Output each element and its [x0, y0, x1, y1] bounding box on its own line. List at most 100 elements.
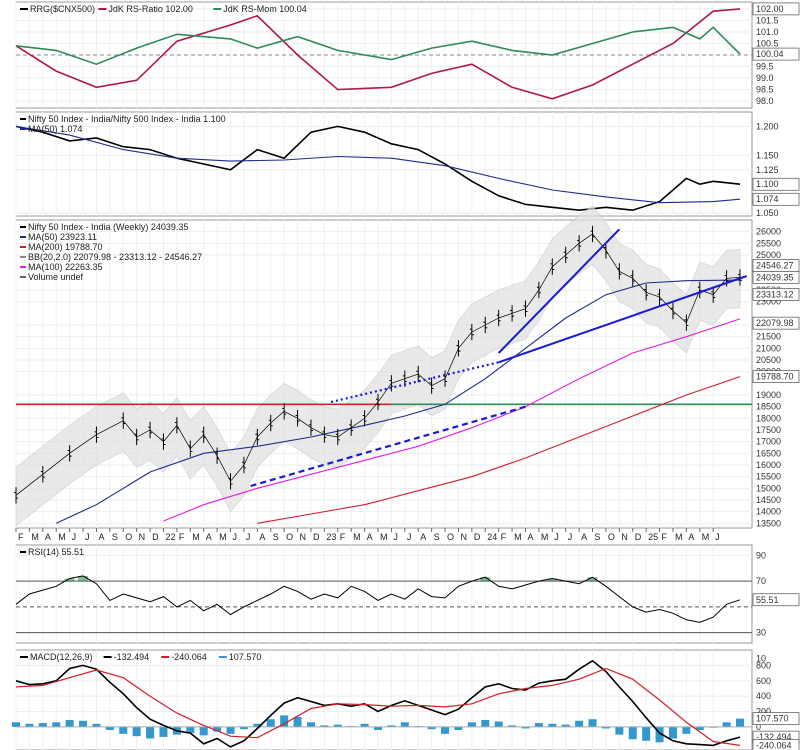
legend-item: MACD(12,26,9): [30, 652, 93, 662]
y-tick-label: 18500: [756, 402, 781, 412]
y-tick-label: 98.0: [756, 96, 774, 106]
x-axis-label: M: [514, 532, 522, 542]
macd-histogram-bar: [213, 726, 222, 732]
x-axis-label: F: [18, 532, 24, 542]
x-axis-label: A: [688, 532, 694, 542]
macd-histogram-bar: [575, 720, 584, 727]
y-tick-label: 16000: [756, 460, 781, 470]
series-line-macd-macd: [15, 659, 741, 748]
last-value-box: [752, 192, 800, 206]
panel-frame-ratio: [15, 111, 753, 217]
macd-histogram-bar: [253, 723, 262, 727]
last-value-box: [752, 739, 800, 750]
x-axis-label: J: [393, 532, 398, 542]
x-axis-label: 24: [487, 532, 497, 542]
x-axis-label: 25: [648, 532, 658, 542]
series-line-jdk-rs-ratio: [15, 8, 741, 100]
x-axis-label: N: [139, 532, 146, 542]
macd-histogram-bar: [387, 725, 396, 727]
series-line-rsi: [15, 575, 741, 623]
y-tick-label: 17000: [756, 437, 781, 447]
y-tick-label: 99.5: [756, 62, 774, 72]
series-line-price-ma-50-: [55, 279, 741, 524]
macd-histogram-bar: [695, 726, 704, 730]
series-line-ratio-ratio: [15, 125, 741, 212]
x-axis-label: O: [447, 532, 454, 542]
macd-histogram-bar: [266, 719, 275, 727]
last-value-box: [752, 712, 800, 725]
x-axis-label: M: [192, 532, 200, 542]
price-series-line: [15, 233, 741, 496]
legend-item: MA(50) 1.074: [28, 124, 83, 134]
x-axis-label: N: [621, 532, 628, 542]
y-tick-label: 21500: [756, 332, 781, 342]
trendline-solid: [498, 275, 748, 364]
last-value-label: -132.494: [756, 732, 792, 742]
x-axis-label: S: [434, 532, 440, 542]
rsi-overbought-fill: [480, 577, 491, 582]
legend-item: Volume undef: [28, 272, 84, 282]
y-tick-label: 30: [756, 628, 766, 638]
y-tick-label: 15500: [756, 472, 781, 482]
x-axis-label: A: [259, 532, 265, 542]
last-value-box: [752, 2, 800, 16]
last-value-label: -240.064: [756, 740, 792, 750]
last-value-box: [752, 47, 800, 61]
macd-histogram-bar: [427, 726, 436, 730]
series-line-macd-signal: [15, 667, 741, 746]
panel-frame-rsi: [15, 544, 753, 644]
macd-histogram-bar: [454, 726, 463, 730]
x-axis-label: J: [233, 532, 238, 542]
macd-histogram-bar: [655, 726, 664, 743]
macd-histogram-bar: [52, 722, 61, 727]
y-tick-label: 101.5: [756, 15, 779, 25]
y-tick-label: 70: [756, 576, 766, 586]
last-value-box: [752, 370, 800, 383]
series-line-price-ma-200-: [257, 376, 741, 524]
macd-histogram-bar: [239, 726, 248, 730]
x-axis-label: O: [125, 532, 132, 542]
y-tick-label: 13500: [756, 518, 781, 528]
y-tick-label: 21000: [756, 343, 781, 353]
macd-histogram-bar: [79, 720, 88, 727]
macd-histogram-bar: [588, 719, 597, 727]
legend-item: BB(20,2.0) 22079.98 - 23313.12 - 24546.2…: [28, 252, 202, 262]
y-tick-label: 20500: [756, 355, 781, 365]
macd-histogram-bar: [561, 724, 570, 727]
macd-histogram-bar: [521, 726, 530, 729]
y-tick-label: 600: [756, 676, 771, 686]
x-axis-label: O: [286, 532, 293, 542]
series-line-price-ma-100-: [163, 318, 741, 522]
series-line-ratio-ma-50-: [15, 125, 741, 204]
x-axis-label: M: [31, 532, 39, 542]
x-axis-label: D: [152, 532, 159, 542]
y-tick-label: 200: [756, 707, 771, 717]
x-axis-label: S: [112, 532, 118, 542]
x-axis-label: A: [527, 532, 533, 542]
macd-histogram-bar: [105, 726, 114, 730]
x-axis-label: S: [595, 532, 601, 542]
last-value-label: 24039.35: [756, 272, 794, 282]
legend-item: Nifty 50 Index - India/Nifty 500 Index -…: [28, 114, 226, 124]
macd-histogram-bar: [508, 725, 517, 727]
rsi-overbought-fill: [547, 578, 558, 582]
y-tick-label: 0: [756, 722, 761, 732]
legend-item: RSI(14) 55.51: [28, 547, 84, 557]
x-axis-label: J: [715, 532, 720, 542]
x-axis-label: M: [58, 532, 66, 542]
y-tick-label: 101.0: [756, 27, 779, 37]
y-tick-label: 25500: [756, 238, 781, 248]
last-value-box: [752, 593, 800, 607]
macd-histogram-bar: [628, 726, 637, 740]
x-axis-label: M: [541, 532, 549, 542]
y-tick-label: 25000: [756, 250, 781, 260]
y-tick-label: 17500: [756, 425, 781, 435]
macd-histogram-bar: [534, 723, 543, 727]
y-tick-label: 26000: [756, 227, 781, 237]
legend-item: 107.570: [229, 652, 262, 662]
legend-item: Nifty 50 Index - India (Weekly) 24039.35: [28, 222, 188, 232]
y-tick-label: 19000: [756, 390, 781, 400]
x-axis-label: N: [460, 532, 467, 542]
y-tick-label: 14500: [756, 495, 781, 505]
